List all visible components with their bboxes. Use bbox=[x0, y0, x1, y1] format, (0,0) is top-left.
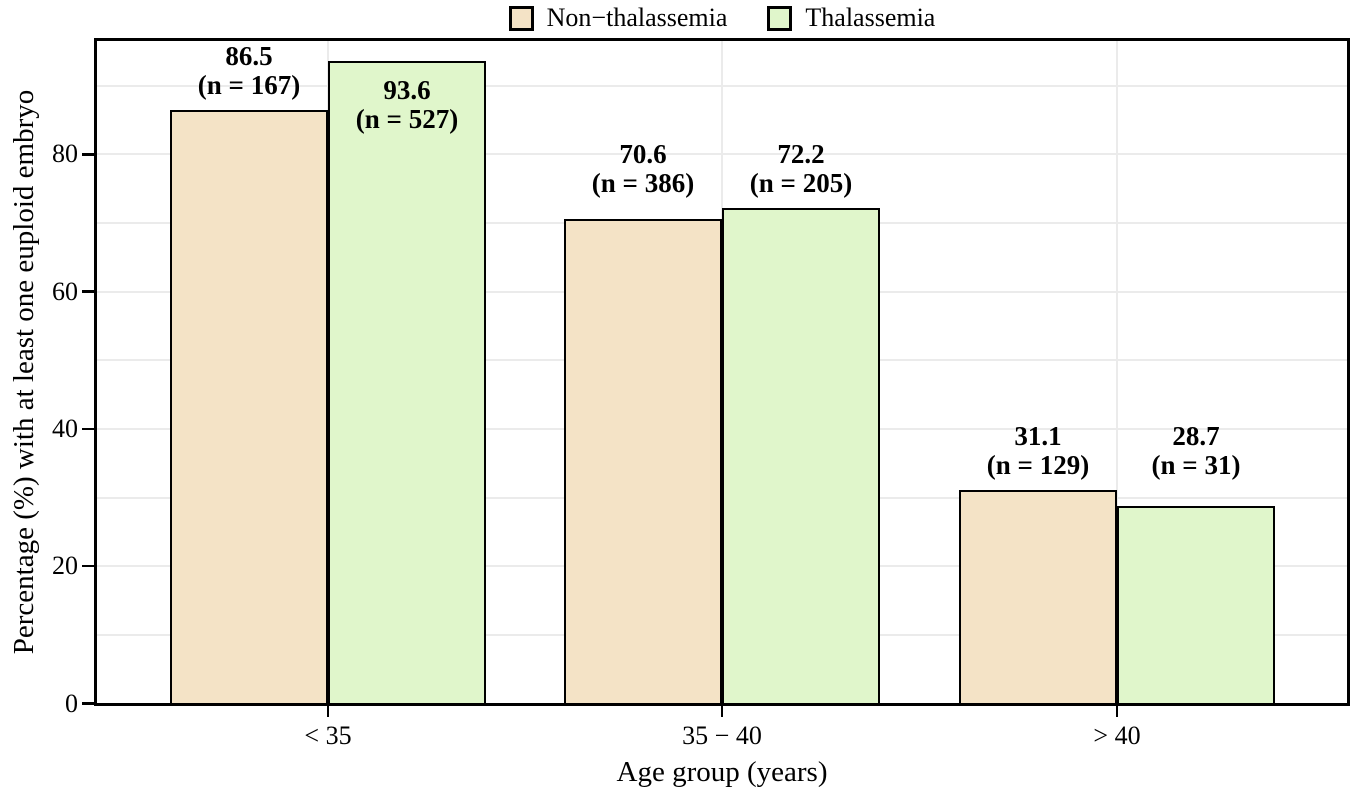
bar-value-label: 31.1 (n = 129) bbox=[986, 420, 1090, 480]
chart-legend: Non−thalassemia Thalassemia bbox=[94, 2, 1350, 34]
legend-label: Non−thalassemia bbox=[546, 3, 728, 32]
y-tick-label: 0 bbox=[65, 688, 78, 718]
x-axis-tick bbox=[1115, 706, 1119, 717]
y-axis-tick bbox=[82, 702, 94, 705]
y-tick-label: 40 bbox=[52, 413, 78, 443]
y-axis-title: Percentage (%) with at least one euploid… bbox=[8, 89, 40, 655]
y-axis-tick bbox=[82, 153, 94, 156]
x-tick-label: > 40 bbox=[1093, 721, 1141, 750]
bar-value-label: 72.2 (n = 205) bbox=[749, 138, 853, 198]
x-tick-label: < 35 bbox=[304, 721, 352, 750]
y-axis-tick bbox=[82, 290, 94, 293]
bar-value-label: 86.5 (n = 167) bbox=[197, 40, 301, 100]
x-axis-title: Age group (years) bbox=[616, 756, 828, 788]
bar-thalassemia-group3 bbox=[1117, 506, 1275, 705]
bar-thalassemia-group1 bbox=[328, 60, 486, 705]
y-axis-tick bbox=[82, 564, 94, 568]
legend-label: Thalassemia bbox=[805, 3, 936, 32]
bar-non-thalassemia-group3 bbox=[959, 489, 1117, 705]
bar-non-thalassemia-group2 bbox=[564, 218, 722, 705]
legend-swatch-icon bbox=[767, 5, 793, 31]
bar-non-thalassemia-group1 bbox=[170, 109, 328, 705]
y-tick-label: 20 bbox=[52, 551, 78, 581]
bar-thalassemia-group2 bbox=[722, 207, 880, 705]
bar-value-label: 28.7 (n = 31) bbox=[1151, 420, 1241, 480]
x-axis-tick bbox=[326, 706, 330, 717]
y-axis-tick bbox=[82, 427, 94, 431]
x-axis-tick bbox=[720, 706, 724, 717]
legend-item-non-thalassemia: Non−thalassemia bbox=[508, 3, 728, 32]
legend-swatch-icon bbox=[508, 5, 534, 31]
bar-value-label: 70.6 (n = 386) bbox=[591, 138, 695, 198]
bar-value-label: 93.6 (n = 527) bbox=[355, 74, 459, 134]
x-tick-label: 35 − 40 bbox=[682, 721, 762, 750]
legend-item-thalassemia: Thalassemia bbox=[767, 5, 935, 31]
y-tick-label: 80 bbox=[52, 139, 78, 169]
y-tick-label: 60 bbox=[52, 276, 78, 306]
v-gridline bbox=[1116, 41, 1118, 704]
